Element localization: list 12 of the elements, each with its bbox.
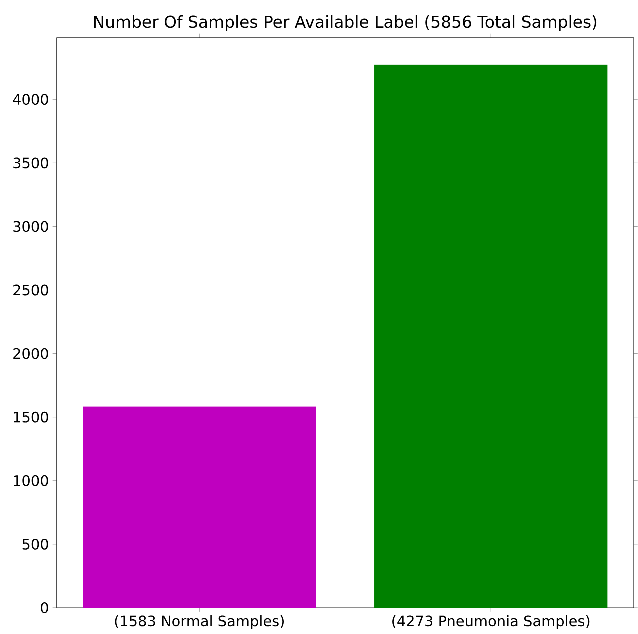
x-tick-label: (4273 Pneumonia Samples) (392, 616, 590, 630)
y-tick-label: 4000 (13, 94, 48, 106)
chart-title: Number Of Samples Per Available Label (5856 Total Samples) (94, 16, 597, 32)
y-tick-label: 0 (41, 602, 48, 614)
y-tick-label: 1000 (14, 475, 48, 486)
y-tick-label: 3500 (14, 158, 48, 169)
y-tick-label: 3000 (14, 221, 48, 232)
y-tick-label: 2500 (14, 284, 48, 296)
y-tick-label: 1500 (14, 412, 48, 423)
x-tick-label: (1583 Normal Samples) (115, 616, 284, 630)
y-tick-label: 500 (22, 539, 48, 550)
y-tick-label: 2000 (14, 348, 48, 360)
